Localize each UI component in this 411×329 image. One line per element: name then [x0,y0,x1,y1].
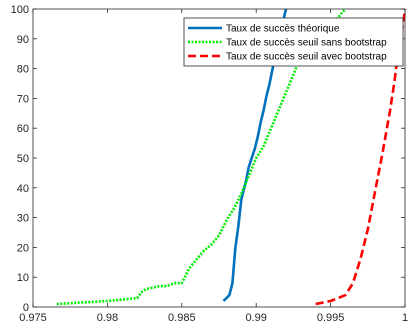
y-tick-label: 70 [17,93,29,105]
y-tick-label: 50 [17,153,29,165]
y-tick-label: 80 [17,64,29,76]
x-tick-label: 0.985 [168,312,196,324]
legend-label-3: Taux de succès seuil avec bootstrap [226,52,387,63]
x-tick-label: 1 [402,312,408,324]
x-tick-label: 0.975 [19,312,47,324]
y-tick-label: 10 [17,272,29,284]
legend-label-1: Taux de succès théorique [226,24,340,35]
y-tick-label: 100 [11,4,29,16]
legend-label-2: Taux de succès seuil sans bootstrap [226,38,387,49]
y-tick-label: 60 [17,123,29,135]
legend: Taux de succès théorique Taux de succès s… [183,17,404,67]
x-tick-label: 0.99 [245,312,266,324]
axes-layer: 0.975 0.98 0.985 0.99 0.995 10102030405060708… [11,4,408,324]
y-tick-label: 90 [17,34,29,46]
y-tick-label: 30 [17,213,29,225]
x-tick-label: 0.995 [317,312,345,324]
y-tick-label: 20 [17,242,29,254]
x-tick-label: 0.98 [97,312,118,324]
y-tick-label: 40 [17,183,29,195]
y-tick-label: 0 [23,302,29,314]
